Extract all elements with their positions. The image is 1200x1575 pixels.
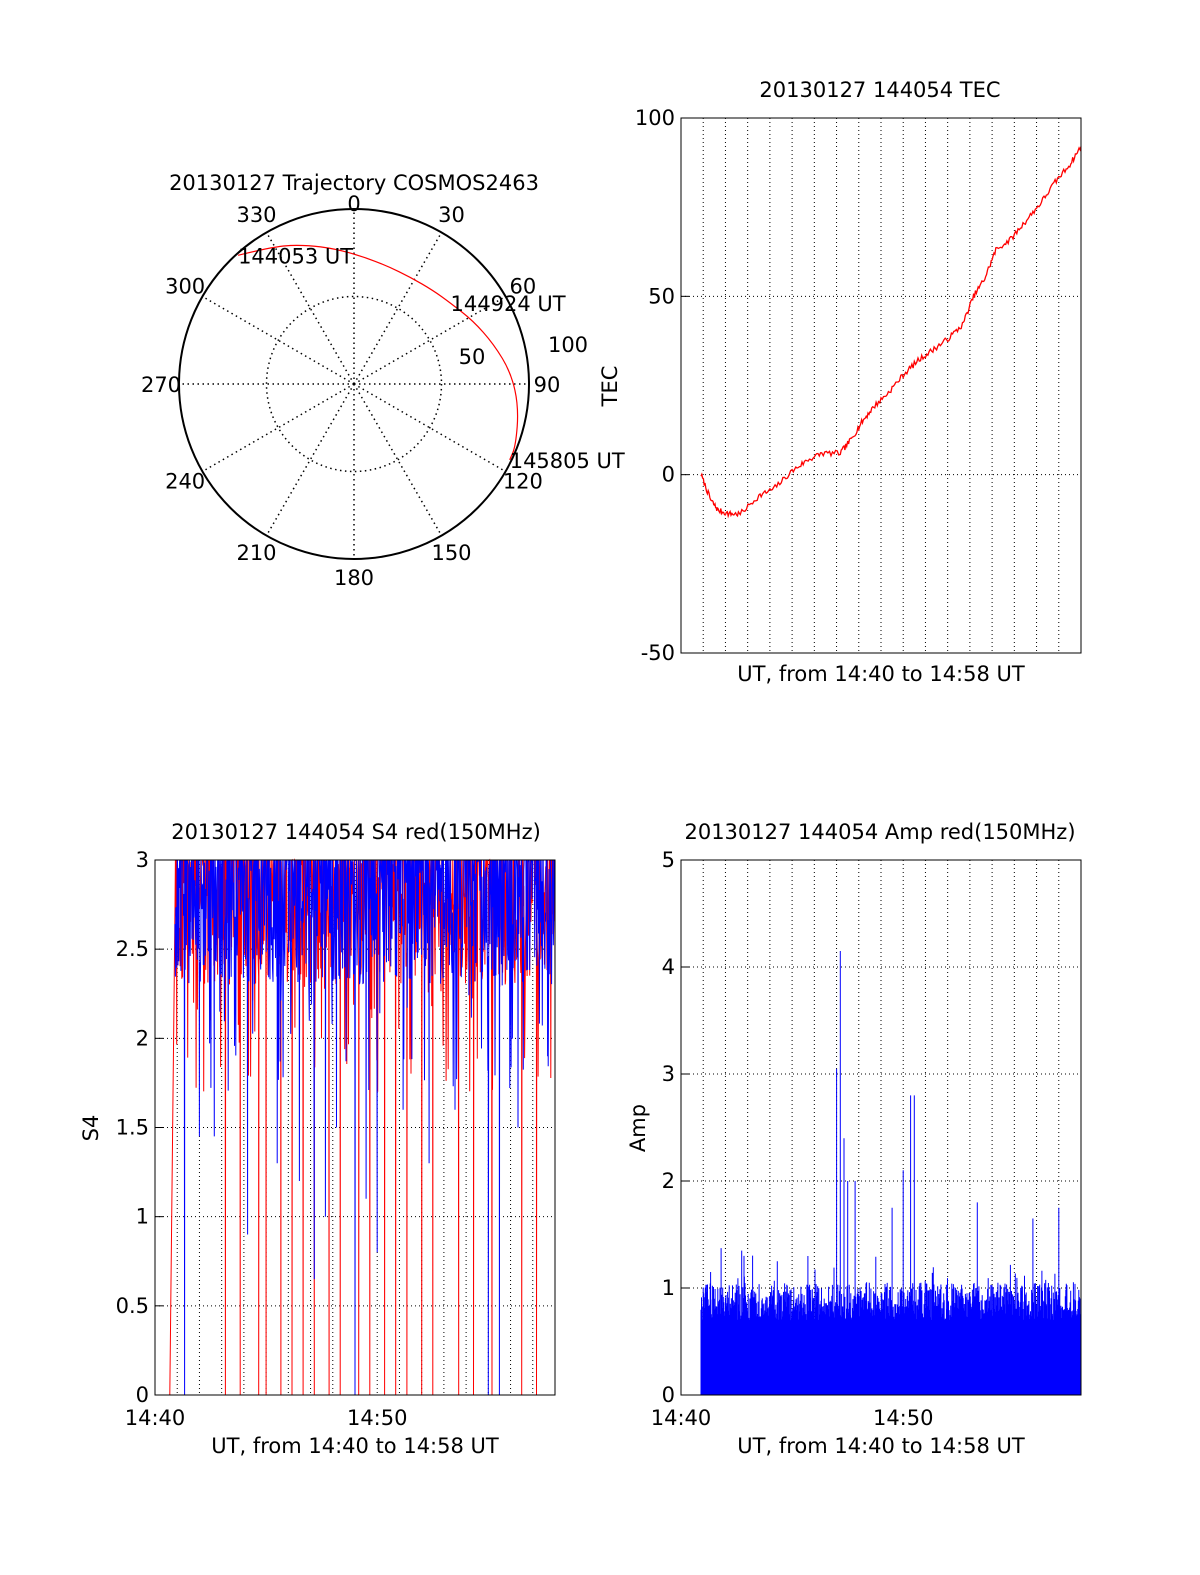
polar-annotation-2: 144924 UT (451, 292, 566, 316)
tec-frame (680, 117, 1082, 654)
polar-grid (179, 209, 529, 559)
polar-annotations: 144053 UT 144924 UT 145805 UT (238, 244, 625, 473)
s4-x-label: UT, from 14:40 to 14:58 UT (211, 1434, 499, 1458)
polar-azimuth-label-300: 300 (165, 275, 205, 299)
s4-y-label: S4 (79, 1115, 103, 1142)
s4-panel: 20130127 144054 S4 red(150MHz) 0 0.5 1 1.5 2… (79, 820, 556, 1458)
polar-spoke-120 (353, 383, 506, 473)
y-tick-label-0.5: 0.5 (116, 1294, 149, 1318)
polar-azimuth-label-270: 270 (141, 373, 181, 397)
polar-trajectory-panel: 20130127 Trajectory COSMOS2463 0 30 60 90 12… (141, 171, 625, 590)
polar-azimuth-label-120: 120 (503, 470, 543, 494)
polar-labels: 0 30 60 90 120 150 180 210 240 270 300 330 50 100 (141, 192, 588, 590)
x-tick-label-1440: 14:40 (651, 1406, 712, 1430)
y-tick-label-0: 0 (662, 1383, 675, 1407)
amp-bars (700, 951, 1082, 1395)
polar-spoke-330 (265, 232, 355, 385)
y-tick-label-100: 100 (635, 106, 675, 130)
y-tick-label-1: 1 (662, 1276, 675, 1300)
y-tick-label-5: 5 (662, 848, 675, 872)
polar-azimuth-label-330: 330 (236, 203, 276, 227)
polar-series (237, 244, 519, 461)
polar-azimuth-label-150: 150 (431, 541, 471, 565)
tec-series (700, 146, 1082, 519)
amp-x-ticks: 14:40 14:50 (651, 1406, 934, 1430)
s4-x-ticks: 14:40 14:50 (125, 1406, 408, 1430)
y-tick-label-3: 3 (662, 1062, 675, 1086)
y-tick-label-2.5: 2.5 (116, 937, 149, 961)
y-tick-label-2: 2 (662, 1169, 675, 1193)
amp-grid (681, 860, 1081, 1395)
x-tick-label-1450: 14:50 (347, 1406, 408, 1430)
y-tick-label-1.5: 1.5 (116, 1116, 149, 1140)
s4-title: 20130127 144054 S4 red(150MHz) (171, 820, 541, 844)
polar-azimuth-label-180: 180 (334, 566, 374, 590)
polar-annotation-3: 145805 UT (510, 449, 625, 473)
tec-grid (681, 118, 1081, 653)
polar-azimuth-label-240: 240 (165, 470, 205, 494)
tec-x-label: UT, from 14:40 to 14:58 UT (737, 662, 1025, 686)
polar-trajectory-line-0 (237, 244, 519, 461)
x-tick-label-1440: 14:40 (125, 1406, 186, 1430)
y-tick-label-50: 50 (648, 284, 675, 308)
amp-y-label: Amp (626, 1104, 650, 1152)
polar-spoke-210 (265, 383, 355, 536)
polar-azimuth-label-60: 60 (510, 275, 537, 299)
amp-frame (680, 859, 1082, 1396)
polar-azimuth-label-210: 210 (236, 541, 276, 565)
y-tick-label-3: 3 (136, 848, 149, 872)
polar-ring-label-100: 100 (548, 333, 588, 357)
tec-title: 20130127 144054 TEC (759, 78, 1000, 102)
y-tick-label-2: 2 (136, 1026, 149, 1050)
polar-ring-50 (265, 295, 443, 473)
tec-series-line-0 (700, 146, 1082, 519)
polar-spoke-300 (202, 295, 355, 385)
polar-annotation-1: 144053 UT (238, 244, 353, 268)
polar-ring-label-50: 50 (459, 345, 486, 369)
y-tick-label-1: 1 (136, 1205, 149, 1229)
tec-y-ticks: -50 0 50 100 (635, 106, 689, 665)
polar-spoke-150 (353, 383, 443, 536)
y-tick-label-0: 0 (136, 1383, 149, 1407)
polar-azimuth-label-0: 0 (347, 192, 360, 216)
polar-azimuth-label-30: 30 (438, 203, 465, 227)
polar-outer-circle (178, 208, 530, 560)
y-tick-label-0: 0 (662, 463, 675, 487)
amp-panel: 20130127 144054 Amp red(150MHz) 0 1 2 3 4 5 1… (626, 820, 1082, 1458)
polar-azimuth-label-90: 90 (534, 373, 561, 397)
y-tick-label-4: 4 (662, 955, 675, 979)
tec-y-label: TEC (598, 366, 622, 408)
polar-spoke-60 (353, 295, 506, 385)
tec-panel: 20130127 144054 TEC -50 0 50 100 UT, from 1… (598, 78, 1082, 686)
amp-x-label: UT, from 14:40 to 14:58 UT (737, 1434, 1025, 1458)
s4-y-ticks: 0 0.5 1 1.5 2 2.5 3 (116, 848, 163, 1407)
polar-spoke-240 (202, 383, 355, 473)
amp-series (700, 951, 1082, 1395)
y-tick-label--50: -50 (641, 641, 675, 665)
polar-spoke-30 (353, 232, 443, 385)
x-tick-label-1450: 14:50 (873, 1406, 934, 1430)
amp-title: 20130127 144054 Amp red(150MHz) (684, 820, 1075, 844)
polar-title: 20130127 Trajectory COSMOS2463 (169, 171, 539, 195)
amp-y-ticks: 0 1 2 3 4 5 (662, 848, 689, 1407)
